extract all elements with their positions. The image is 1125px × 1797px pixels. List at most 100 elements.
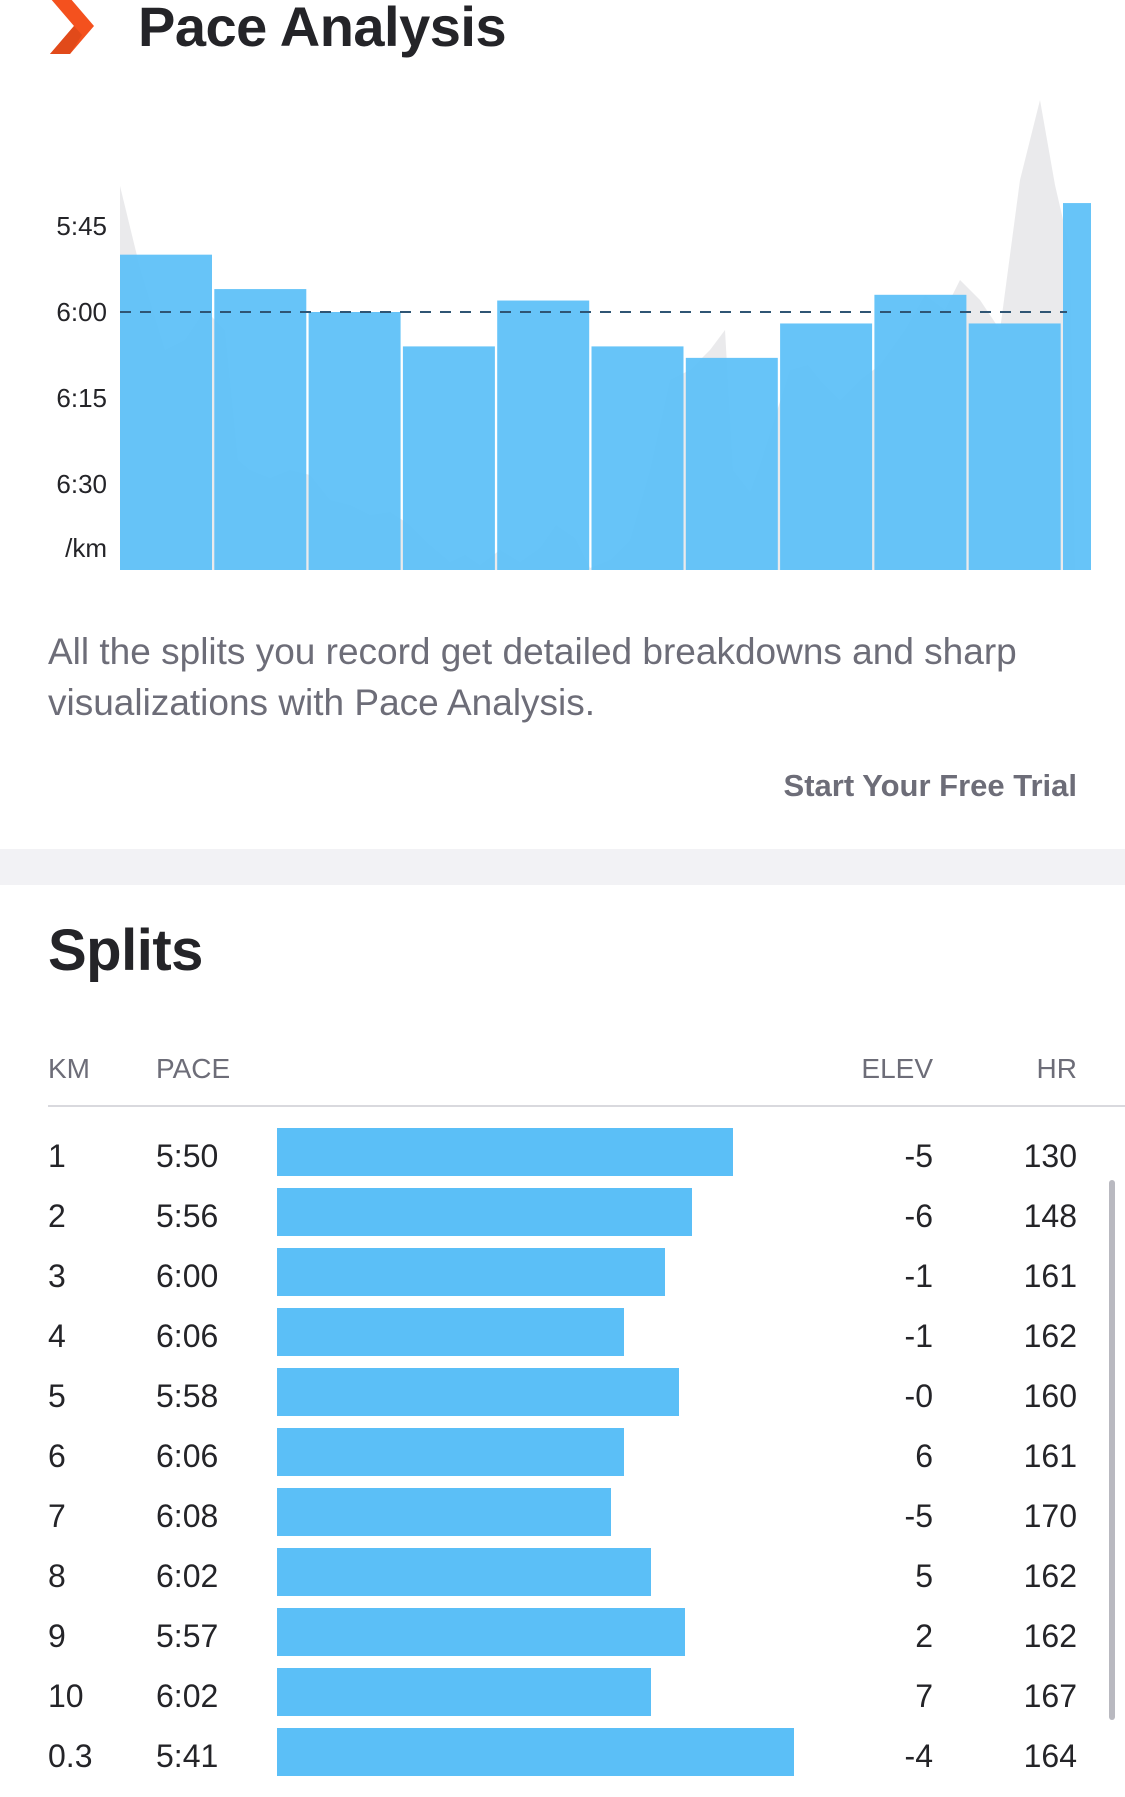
split-pace: 5:41 xyxy=(156,1738,219,1774)
split-pace: 6:06 xyxy=(156,1438,219,1474)
split-hr: 161 xyxy=(1023,1258,1077,1294)
column-header-elev: ELEV xyxy=(861,1053,933,1084)
pace-bar-4 xyxy=(402,346,495,570)
split-pace: 6:02 xyxy=(156,1558,219,1594)
pace-bar-6 xyxy=(591,346,684,570)
start-free-trial-button[interactable]: Start Your Free Trial xyxy=(783,768,1077,803)
split-pace-bar xyxy=(277,1488,611,1536)
split-pace-bar xyxy=(277,1608,686,1656)
pace-bar-0.3 xyxy=(1063,203,1091,571)
pace-bars xyxy=(120,203,1091,571)
table-row: 7 6:08 -5 170 xyxy=(48,1488,1125,1548)
split-km: 5 xyxy=(48,1378,66,1414)
pace-bar-1 xyxy=(120,254,212,570)
splits-title: Splits xyxy=(48,918,203,983)
split-pace: 5:56 xyxy=(156,1198,219,1234)
table-row: 8 6:02 5 162 xyxy=(48,1548,1125,1608)
table-row: 9 5:57 2 162 xyxy=(48,1608,1125,1668)
split-pace: 5:50 xyxy=(156,1138,219,1174)
split-km: 10 xyxy=(48,1678,84,1714)
split-elev: -5 xyxy=(904,1138,933,1174)
split-km: 1 xyxy=(48,1138,66,1174)
split-pace-bar xyxy=(277,1308,625,1356)
split-pace-bar xyxy=(277,1128,733,1176)
scrollbar[interactable] xyxy=(1109,1180,1115,1720)
column-header-pace: PACE xyxy=(156,1053,231,1084)
split-pace: 6:02 xyxy=(156,1678,219,1714)
split-km: 3 xyxy=(48,1258,66,1294)
split-km: 7 xyxy=(48,1498,66,1534)
table-row: 2 5:56 -6 148 xyxy=(48,1188,1125,1248)
y-tick-label: 6:15 xyxy=(56,383,107,413)
y-tick-label: 5:45 xyxy=(56,211,107,241)
split-elev: 6 xyxy=(915,1438,933,1474)
split-pace: 6:06 xyxy=(156,1318,219,1354)
table-row: 4 6:06 -1 162 xyxy=(48,1308,1125,1368)
split-pace: 6:00 xyxy=(156,1258,219,1294)
split-pace-bar xyxy=(277,1248,665,1296)
pace-bar-5 xyxy=(497,300,590,570)
split-pace-bar xyxy=(277,1188,693,1236)
split-km: 6 xyxy=(48,1438,66,1474)
column-header-hr: HR xyxy=(1036,1053,1077,1084)
pace-bar-2 xyxy=(214,289,307,570)
split-hr: 160 xyxy=(1023,1378,1077,1414)
y-axis-unit-label: /km xyxy=(65,533,107,563)
split-pace-bar xyxy=(277,1368,679,1416)
y-tick-label: 6:30 xyxy=(56,469,107,499)
split-hr: 170 xyxy=(1023,1498,1077,1534)
split-hr: 148 xyxy=(1023,1198,1077,1234)
splits-table-header: KM PACE ELEV HR xyxy=(48,1053,1125,1107)
pace-analysis-card: Pace Analysis 5:45 6:00 6:15 6:30/km All th… xyxy=(0,0,1125,849)
split-pace-bar xyxy=(277,1668,652,1716)
split-km: 8 xyxy=(48,1558,66,1594)
pace-bar-3 xyxy=(308,312,401,570)
split-pace-bar xyxy=(277,1428,625,1476)
split-pace: 6:08 xyxy=(156,1498,219,1534)
splits-table-body: 1 5:50 -5 130 2 5:56 -6 148 3 6:00 -1 161 4 6:06 -1 162… xyxy=(48,1128,1125,1788)
split-hr: 162 xyxy=(1023,1318,1077,1354)
pace-analysis-description: All the splits you record get detailed b… xyxy=(48,631,1017,723)
section-divider xyxy=(0,849,1125,885)
split-elev: -0 xyxy=(904,1378,933,1414)
split-km: 2 xyxy=(48,1198,66,1234)
pace-bar-8 xyxy=(780,323,873,570)
split-elev: -1 xyxy=(904,1258,933,1294)
table-row: 6 6:06 6 161 xyxy=(48,1428,1125,1488)
pace-chart: 5:45 6:00 6:15 6:30/km xyxy=(56,100,1091,571)
y-axis: 5:45 6:00 6:15 6:30/km xyxy=(56,211,107,563)
splits-card: Splits KM PACE ELEV HR 1 5:50 -5 130 2 5:56 -6… xyxy=(0,885,1125,1797)
split-elev: 5 xyxy=(915,1558,933,1594)
split-hr: 130 xyxy=(1023,1138,1077,1174)
table-row: 1 5:50 -5 130 xyxy=(48,1128,1125,1188)
split-elev: 2 xyxy=(915,1618,933,1654)
pace-bar-7 xyxy=(685,357,778,570)
split-elev: -6 xyxy=(904,1198,933,1234)
split-hr: 164 xyxy=(1023,1738,1077,1774)
split-pace: 5:58 xyxy=(156,1378,219,1414)
table-row: 10 6:02 7 167 xyxy=(48,1668,1125,1728)
pace-bar-10 xyxy=(968,323,1061,570)
y-tick-label: 6:00 xyxy=(56,297,107,327)
column-header-km: KM xyxy=(48,1053,90,1084)
split-km: 9 xyxy=(48,1618,66,1654)
split-elev: 7 xyxy=(915,1678,933,1714)
split-km: 4 xyxy=(48,1318,66,1354)
table-row: 3 6:00 -1 161 xyxy=(48,1248,1125,1308)
split-pace-bar xyxy=(277,1548,652,1596)
split-pace-bar xyxy=(277,1728,795,1776)
pace-analysis-title: Pace Analysis xyxy=(138,0,507,58)
table-row: 0.3 5:41 -4 164 xyxy=(48,1728,1125,1788)
split-hr: 167 xyxy=(1023,1678,1077,1714)
split-hr: 162 xyxy=(1023,1558,1077,1594)
split-elev: -1 xyxy=(904,1318,933,1354)
pace-analysis-header: Pace Analysis xyxy=(48,0,507,66)
split-km: 0.3 xyxy=(48,1738,93,1774)
split-elev: -4 xyxy=(904,1738,933,1774)
split-pace: 5:57 xyxy=(156,1618,219,1654)
split-hr: 162 xyxy=(1023,1618,1077,1654)
pace-bar-9 xyxy=(874,294,967,570)
chevron-right-icon xyxy=(50,0,94,54)
table-row: 5 5:58 -0 160 xyxy=(48,1368,1125,1428)
split-hr: 161 xyxy=(1023,1438,1077,1474)
